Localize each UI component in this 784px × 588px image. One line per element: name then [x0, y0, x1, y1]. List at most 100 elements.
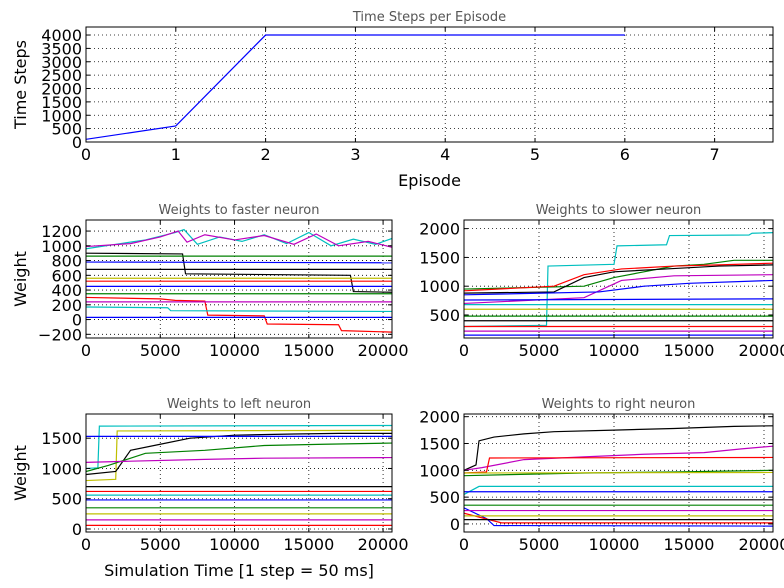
y-tick-label: 0: [450, 515, 460, 534]
series-group: [86, 424, 392, 526]
y-tick-label: 1000: [41, 459, 82, 478]
x-tick-label: 1: [171, 145, 181, 164]
series-line-0: [86, 34, 625, 140]
series-line-5: [86, 261, 392, 264]
chart-title: Weights to right neuron: [542, 397, 696, 412]
y-tick-label: 600: [51, 266, 82, 285]
axes-frame: [463, 219, 774, 339]
series-line-5: [86, 456, 392, 464]
y-tick-label: 1500: [419, 248, 460, 267]
x-tick-label: 7: [710, 145, 720, 164]
x-tick-label: 6: [620, 145, 630, 164]
y-tick-label: 1500: [41, 93, 82, 112]
y-tick-label: 0: [72, 311, 82, 330]
chart-3: 0 5000 10000 15000 20000 0 500 1000 1500 Weights …: [11, 397, 409, 580]
x-tick-label: 5: [530, 145, 540, 164]
x-tick-label: 10000: [589, 535, 640, 554]
series-line-1: [86, 230, 392, 248]
series-line-5: [464, 485, 773, 495]
y-tick-label: 3000: [41, 53, 82, 72]
x-tick-label: 0: [81, 145, 91, 164]
y-tick-label: 500: [51, 120, 82, 139]
series-line-2: [86, 432, 392, 476]
y-axis-label: Weight: [11, 251, 30, 307]
x-axis-label: Episode: [398, 171, 461, 190]
series-line-1: [86, 429, 392, 482]
x-tick-label: 20000: [358, 341, 409, 360]
y-tick-label: 0: [72, 133, 82, 152]
chart-4: 0 5000 10000 15000 20000 0 500 1000 1500 2000 Weig…: [419, 397, 784, 554]
series-line-0: [464, 232, 773, 328]
y-tick-label: 1000: [419, 461, 460, 480]
series-line-2: [86, 296, 392, 333]
series-line-4: [86, 442, 392, 473]
series-line-3: [464, 264, 773, 294]
y-tick-label: 3500: [41, 39, 82, 58]
series-line-5: [464, 279, 773, 296]
y-tick-label: 4000: [41, 26, 82, 45]
chart-1: 0 5000 10000 15000 20000−2000200400600800100…: [11, 203, 409, 360]
x-tick-label: 0: [459, 341, 469, 360]
x-tick-label: 10000: [209, 341, 260, 360]
y-tick-label: 1500: [419, 435, 460, 454]
y-tick-label: 200: [51, 296, 82, 315]
series-group: [464, 425, 773, 527]
x-tick-label: 10000: [589, 341, 640, 360]
axes-frame: [463, 413, 774, 533]
chart-title: Weights to left neuron: [167, 397, 311, 412]
series-line-2: [464, 262, 773, 292]
y-tick-label: 800: [51, 252, 82, 271]
y-tick-label: 1000: [419, 277, 460, 296]
y-tick-label: 1200: [41, 222, 82, 241]
series-group: [464, 232, 773, 336]
x-tick-label: 15000: [664, 535, 715, 554]
y-tick-label: 1000: [41, 237, 82, 256]
axes-frame: [85, 413, 393, 533]
x-tick-label: 4: [440, 145, 450, 164]
y-axis-label: Weight: [11, 445, 30, 501]
series-line-0: [86, 424, 392, 470]
x-tick-label: 15000: [283, 535, 334, 554]
y-tick-label: 400: [51, 281, 82, 300]
x-tick-label: 20000: [739, 535, 784, 554]
chart-title: Time Steps per Episode: [352, 10, 506, 25]
x-tick-label: 2: [261, 145, 271, 164]
x-tick-label: 15000: [283, 341, 334, 360]
y-tick-label: 500: [429, 488, 460, 507]
axes-frame: [85, 219, 393, 339]
y-tick-label: −200: [38, 325, 82, 344]
x-tick-label: 5000: [519, 341, 560, 360]
series-line-7: [464, 512, 773, 524]
series-group: [86, 228, 392, 333]
x-tick-label: 15000: [664, 341, 715, 360]
x-tick-label: 0: [81, 341, 91, 360]
x-tick-label: 0: [459, 535, 469, 554]
x-tick-label: 20000: [739, 341, 784, 360]
x-tick-label: 5000: [140, 341, 181, 360]
chart-title: Weights to slower neuron: [536, 203, 702, 218]
series-group: [86, 34, 625, 140]
y-tick-label: 1000: [41, 106, 82, 125]
y-tick-label: 2000: [419, 220, 460, 239]
series-line-3: [86, 252, 392, 293]
chart-0: 0 1 2 3 4 5 6 705001000150020002500300035004000…: [11, 10, 774, 190]
series-line-7: [464, 298, 773, 301]
y-tick-label: 2000: [419, 408, 460, 427]
y-tick-label: 1500: [41, 429, 82, 448]
x-tick-label: 20000: [358, 535, 409, 554]
y-tick-label: 2000: [41, 80, 82, 99]
axes-frame: [85, 26, 774, 143]
series-line-0: [464, 425, 773, 471]
y-tick-label: 0: [72, 520, 82, 539]
x-tick-label: 10000: [209, 535, 260, 554]
chart-2: 0 5000 10000 15000 20000 500 1000 1500 2000 Weigh…: [419, 203, 784, 360]
x-tick-label: 5000: [140, 535, 181, 554]
series-line-6: [464, 507, 773, 527]
series-line-4: [464, 471, 773, 474]
y-tick-label: 2500: [41, 66, 82, 85]
series-line-1: [464, 445, 773, 471]
series-line-10: [86, 306, 392, 313]
chart-title: Weights to faster neuron: [159, 203, 320, 218]
x-tick-label: 3: [350, 145, 360, 164]
